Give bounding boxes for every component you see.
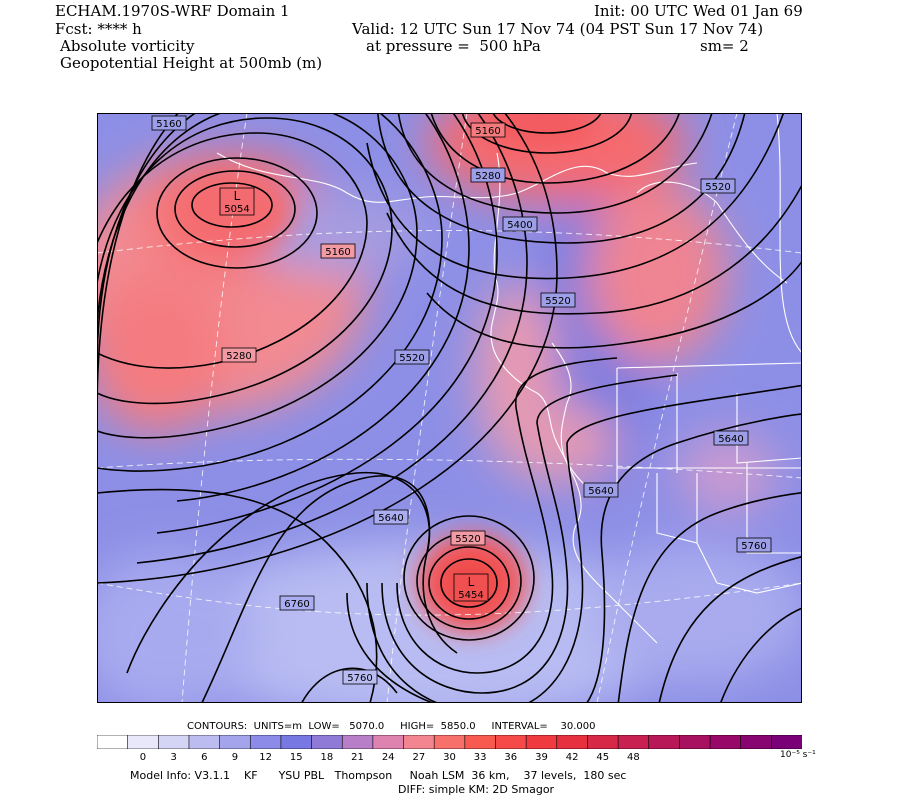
model-title: ECHAM.1970S-WRF Domain 1	[55, 2, 290, 20]
color-bar-tick: 12	[259, 752, 272, 763]
contour-label: 5400	[502, 216, 538, 232]
low-marker: L 5054	[219, 187, 255, 216]
contour-label: 5520	[540, 292, 576, 308]
color-bar-swatch	[97, 735, 129, 749]
color-bar-swatch	[311, 735, 344, 749]
contours-info: CONTOURS: UNITS=m LOW= 5070.0 HIGH= 5850…	[187, 721, 596, 732]
color-bar-swatch	[648, 735, 681, 749]
svg-text:5520: 5520	[545, 296, 570, 307]
color-bar-swatch	[556, 735, 589, 749]
color-bar-swatch	[280, 735, 313, 749]
svg-text:5640: 5640	[588, 486, 613, 497]
svg-text:5400: 5400	[507, 220, 532, 231]
svg-text:5280: 5280	[226, 351, 251, 362]
color-bar-swatch	[587, 735, 619, 749]
svg-text:5760: 5760	[741, 541, 766, 552]
init-time: Init: 00 UTC Wed 01 Jan 69	[594, 2, 803, 20]
contour-label: 5520	[700, 178, 736, 194]
color-bar-tick: 48	[627, 752, 640, 763]
svg-text:5760: 5760	[347, 673, 372, 684]
contour-label: 5280	[221, 347, 257, 363]
color-bar-tick: 30	[443, 752, 456, 763]
color-bar-swatch	[617, 735, 650, 749]
contour-label: 5160	[470, 122, 506, 138]
color-bar-swatch	[127, 735, 160, 749]
diff-info: DIFF: simple KM: 2D Smagor	[398, 783, 555, 796]
svg-text:5160: 5160	[156, 119, 181, 130]
svg-text:5280: 5280	[475, 171, 500, 182]
svg-text:5454: 5454	[458, 590, 483, 601]
low-marker: L 5454	[453, 573, 489, 602]
svg-text:L: L	[468, 575, 475, 589]
color-bar-tick: 27	[412, 752, 426, 763]
color-bar-swatch	[219, 735, 252, 749]
svg-text:5054: 5054	[224, 204, 249, 215]
svg-text:5640: 5640	[718, 434, 743, 445]
contour-label: 5520	[394, 349, 430, 365]
contour-label: 5760	[736, 537, 772, 553]
color-bar-swatch	[341, 735, 374, 749]
shaded-field-name: Absolute vorticity	[60, 37, 195, 55]
low-markers: L 5054 L 5454	[219, 187, 489, 602]
color-bar-tick: 24	[381, 752, 395, 763]
contour-label: 5640	[373, 509, 409, 525]
contour-label: 5280	[470, 167, 506, 183]
color-bar-swatch	[495, 735, 527, 749]
contour-label: 5160	[151, 115, 187, 131]
color-bar-swatch	[372, 735, 405, 749]
svg-text:5520: 5520	[705, 182, 730, 193]
color-bar	[97, 735, 802, 749]
map-frame	[97, 113, 802, 703]
color-bar-tick: 9	[231, 752, 239, 763]
color-bar-swatch	[188, 735, 221, 749]
color-bar-tick: 3	[170, 752, 177, 763]
color-bar-ticks: 0 3 6 9 12 15 18 21 24 27 30 33 36 39 42 45 48	[97, 752, 817, 766]
color-bar-tick: 6	[201, 752, 208, 763]
color-bar-swatch	[771, 735, 802, 749]
svg-text:L: L	[234, 189, 241, 203]
color-bar-swatch	[464, 735, 497, 749]
contour-label: 5640	[583, 482, 619, 498]
color-bar-swatch	[679, 735, 711, 749]
color-bar-swatch	[433, 735, 466, 749]
color-bar-tick: 21	[351, 752, 364, 763]
svg-text:5640: 5640	[378, 513, 403, 524]
color-bar-tick: 45	[596, 752, 610, 763]
svg-text:5160: 5160	[325, 247, 350, 258]
color-bar-tick: 0	[139, 752, 147, 763]
contour-label: 5160	[320, 243, 356, 259]
contour-label: 5760	[342, 669, 378, 685]
color-bar-swatch	[403, 735, 435, 749]
svg-text:5520: 5520	[455, 534, 480, 545]
contour-label: 6760	[279, 595, 315, 611]
contour-field-name: Geopotential Height at 500mb (m)	[60, 54, 323, 72]
color-bar-tick: 18	[320, 752, 334, 763]
color-bar-swatch	[157, 735, 190, 749]
color-bar-tick: 39	[535, 752, 548, 763]
color-bar-swatch	[709, 735, 742, 749]
color-bar-tick: 42	[565, 752, 579, 763]
contour-labels: 5160 5160 5280 5520 5400 5160 5520 5280 …	[151, 115, 772, 685]
forecast-hour: Fcst: **** h	[55, 20, 142, 38]
coastlines	[216, 113, 802, 644]
color-bar-swatch	[249, 735, 282, 749]
color-bar-swatch	[525, 735, 558, 749]
color-bar-tick: 36	[504, 752, 518, 763]
pressure-level: at pressure = 500 hPa	[366, 37, 541, 55]
vorticity-height-map: 5160 5160 5280 5520 5400 5160 5520 5280 …	[97, 113, 802, 703]
color-bar-units: 10⁻⁵ s⁻¹	[780, 750, 816, 760]
valid-time: Valid: 12 UTC Sun 17 Nov 74 (04 PST Sun …	[352, 20, 764, 38]
color-bar-tick: 33	[473, 752, 487, 763]
color-bar-swatch	[740, 735, 773, 749]
smoothing-value: sm= 2	[700, 37, 749, 55]
contour-label: 5520	[450, 530, 486, 546]
model-info: Model Info: V3.1.1 KF YSU PBL Thompson N…	[130, 769, 627, 782]
svg-text:5520: 5520	[399, 353, 424, 364]
svg-text:5160: 5160	[475, 126, 500, 137]
contour-label: 5640	[713, 430, 749, 446]
svg-text:6760: 6760	[284, 599, 309, 610]
color-bar-tick: 15	[289, 752, 303, 763]
